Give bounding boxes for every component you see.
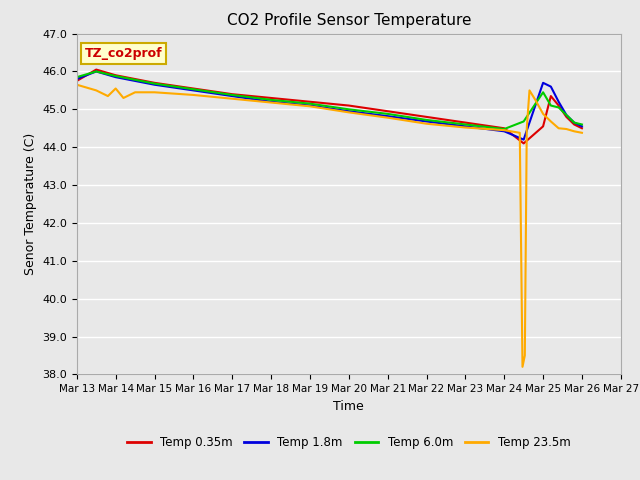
Title: CO2 Profile Sensor Temperature: CO2 Profile Sensor Temperature	[227, 13, 471, 28]
Text: TZ_co2prof: TZ_co2prof	[85, 47, 163, 60]
Legend: Temp 0.35m, Temp 1.8m, Temp 6.0m, Temp 23.5m: Temp 0.35m, Temp 1.8m, Temp 6.0m, Temp 2…	[122, 432, 575, 454]
Y-axis label: Senor Temperature (C): Senor Temperature (C)	[24, 133, 36, 275]
X-axis label: Time: Time	[333, 400, 364, 413]
